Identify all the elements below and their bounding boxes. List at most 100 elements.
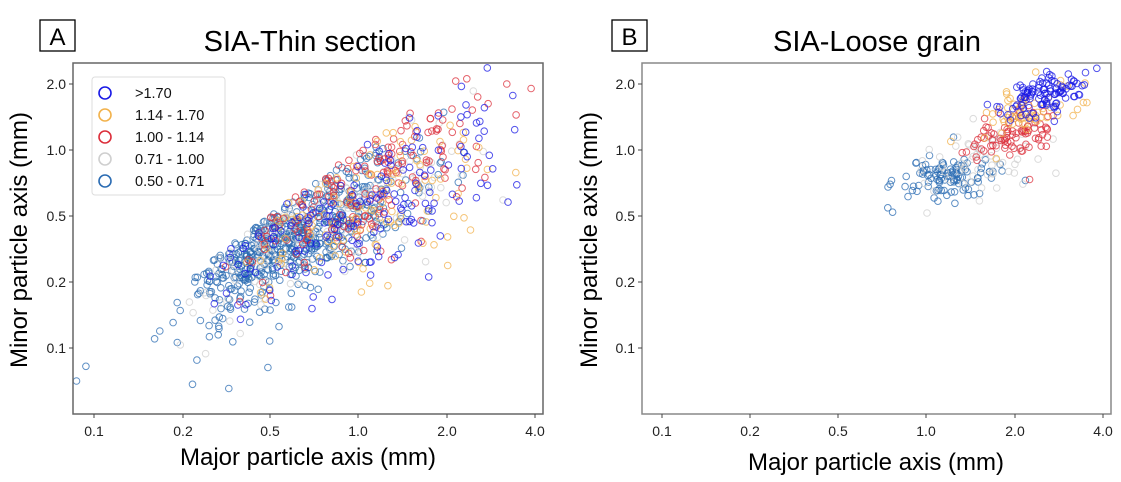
data-point (1013, 101, 1021, 109)
data-point (191, 273, 200, 282)
data-point (215, 296, 224, 304)
data-point (361, 190, 369, 198)
data-point (225, 384, 233, 393)
data-point (329, 241, 338, 250)
data-point (457, 82, 466, 91)
data-point (1019, 86, 1028, 94)
data-point (992, 141, 1000, 150)
data-point (346, 193, 354, 202)
data-point (1013, 83, 1021, 91)
data-point (382, 129, 391, 137)
data-point (434, 146, 443, 154)
data-point (352, 179, 361, 187)
data-point (294, 258, 303, 267)
data-point (281, 234, 289, 243)
data-point (436, 159, 445, 167)
data-point (345, 156, 353, 165)
data-point (1070, 92, 1078, 101)
data-point (1031, 134, 1040, 143)
data-point (1093, 64, 1101, 73)
data-point (982, 108, 991, 117)
data-point (366, 197, 374, 205)
data-point (884, 183, 892, 191)
data-point (302, 190, 310, 199)
data-point (331, 182, 340, 190)
data-point (354, 218, 362, 226)
data-point (451, 77, 460, 85)
data-point (236, 315, 245, 324)
data-point (448, 105, 456, 113)
data-point (226, 248, 234, 256)
data-point (255, 229, 263, 237)
data-point (425, 204, 433, 213)
data-point (434, 109, 443, 117)
data-point (347, 201, 355, 210)
data-point (306, 239, 315, 248)
data-point (248, 258, 257, 266)
data-point (1046, 84, 1055, 93)
y-tick-label: 1.0 (616, 142, 636, 158)
data-point (237, 271, 245, 280)
data-point (406, 109, 414, 118)
data-point (977, 145, 986, 153)
data-point (360, 183, 369, 191)
data-point (312, 227, 321, 235)
data-point (201, 349, 210, 358)
data-point (909, 182, 918, 191)
data-point (254, 232, 263, 240)
data-point (1083, 98, 1091, 107)
data-point (401, 147, 410, 155)
data-point (234, 301, 242, 309)
legend-marker (98, 152, 112, 166)
data-point (441, 174, 449, 182)
data-point (416, 147, 425, 156)
data-point (189, 308, 197, 317)
data-point (1031, 68, 1040, 76)
data-point (357, 288, 366, 296)
data-point (304, 226, 312, 235)
data-point (432, 193, 440, 202)
data-point (73, 377, 81, 385)
data-point (227, 257, 235, 265)
data-point (382, 176, 391, 185)
data-point (970, 142, 978, 151)
x-tick-label: 0.2 (173, 423, 193, 439)
data-point (969, 172, 977, 180)
data-point (241, 241, 250, 250)
data-point (1081, 68, 1090, 77)
data-point (251, 277, 259, 286)
data-point (257, 268, 265, 276)
data-point (1019, 180, 1027, 188)
data-point (315, 204, 324, 213)
data-point (387, 143, 396, 151)
data-point (320, 198, 328, 206)
data-point (316, 239, 324, 248)
data-point (306, 224, 314, 232)
data-point (304, 249, 313, 258)
data-point (422, 158, 431, 167)
data-point (306, 231, 315, 239)
data-point (459, 128, 468, 137)
data-point (1010, 144, 1018, 153)
data-point (1021, 88, 1030, 96)
data-point (254, 240, 263, 249)
data-point (352, 231, 360, 239)
data-point (295, 233, 303, 242)
data-point (463, 152, 472, 161)
data-point (407, 202, 416, 210)
x-tick-label: 0.5 (828, 423, 848, 439)
data-point (454, 189, 462, 198)
data-point (269, 240, 278, 249)
data-point (389, 170, 398, 178)
data-point (360, 152, 369, 160)
data-point (468, 106, 477, 114)
data-point (1016, 94, 1025, 103)
y-tick-label: 0.2 (616, 274, 636, 290)
data-point (1019, 120, 1027, 128)
data-point (1025, 175, 1034, 184)
panel-b-plot-frame (641, 62, 1112, 415)
data-point (1043, 124, 1051, 133)
data-point (462, 101, 470, 109)
data-point (375, 214, 384, 222)
data-point (250, 240, 258, 248)
